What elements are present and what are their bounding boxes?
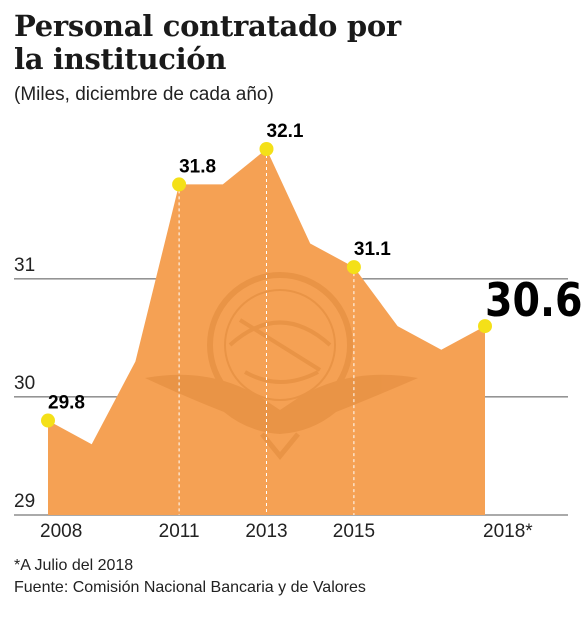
marker-2008 xyxy=(41,413,55,428)
y-tick-label-31: 31 xyxy=(14,255,35,276)
data-label-2015: 31.1 xyxy=(354,239,391,260)
footnote: *A Julio del 2018 xyxy=(14,557,134,574)
data-marks: 29.8 31.8 32.1 31.1 30.6 xyxy=(41,121,583,428)
chart-title: Personal contratado por la institución xyxy=(14,10,554,76)
x-tick-label-2008: 2008 xyxy=(40,521,82,542)
data-label-2013: 32.1 xyxy=(267,121,304,142)
data-label-2018: 30.6 xyxy=(485,274,583,328)
chart-subtitle: (Miles, diciembre de cada año) xyxy=(14,84,274,105)
chart-title-line2: la institución xyxy=(14,42,227,76)
x-tick-label-2018: 2018* xyxy=(483,521,533,542)
x-tick-label-2013: 2013 xyxy=(245,521,287,542)
marker-2015 xyxy=(346,260,361,275)
marker-2011 xyxy=(172,177,187,192)
chart-title-line1: Personal contratado por xyxy=(14,9,401,43)
marker-2013 xyxy=(259,142,274,156)
y-axis-labels: 29 30 31 xyxy=(14,255,35,512)
data-label-2011: 31.8 xyxy=(179,156,216,177)
y-tick-label-30: 30 xyxy=(14,373,35,394)
marker-2018 xyxy=(478,319,492,334)
eagle-emblem-watermark xyxy=(145,272,418,460)
data-label-2008: 29.8 xyxy=(48,393,85,414)
source-note: Fuente: Comisión Nacional Bancaria y de … xyxy=(14,579,366,596)
dashed-guides xyxy=(178,149,355,515)
y-tick-label-29: 29 xyxy=(14,491,35,512)
x-axis-labels: 2008 2011 2013 2015 2018* xyxy=(40,521,533,542)
x-tick-label-2015: 2015 xyxy=(333,521,375,542)
x-tick-label-2011: 2011 xyxy=(159,521,200,542)
